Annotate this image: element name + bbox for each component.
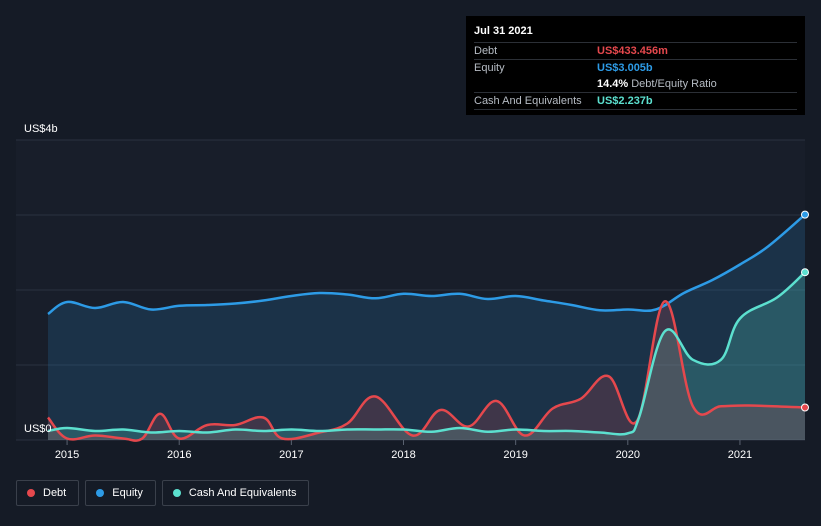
- x-tick-label-2017: 2017: [279, 449, 303, 461]
- tooltip-equity-value: US$3.005b: [597, 62, 653, 74]
- legend: Debt Equity Cash And Equivalents: [16, 480, 310, 506]
- equity-end-marker: [801, 210, 809, 219]
- series-lines: [47, 213, 806, 442]
- tooltip-row-equity: Equity US$3.005b: [474, 59, 797, 76]
- cash-and-equivalents-area: [48, 272, 805, 440]
- x-tick-label-2015: 2015: [55, 449, 79, 461]
- y-axis-top-label: US$4b: [24, 123, 58, 135]
- legend-item-equity[interactable]: Equity: [85, 480, 156, 506]
- legend-cash-label: Cash And Equivalents: [188, 487, 297, 499]
- x-tick-label-2016: 2016: [167, 449, 191, 461]
- tooltip-ratio-spacer: [474, 76, 597, 92]
- tooltip-ratio-value: 14.4%: [597, 78, 629, 90]
- tooltip-row-ratio: 14.4% Debt/Equity Ratio: [474, 76, 797, 92]
- x-axis-ticks: 2015 2016 2017 2018 2019 2020 2021: [55, 440, 752, 461]
- debt-end-marker: [801, 403, 809, 412]
- tooltip-row-cash: Cash And Equivalents US$2.237b: [474, 92, 797, 110]
- tooltip-panel: Jul 31 2021 Debt US$433.456m Equity US$3…: [466, 16, 805, 115]
- tooltip-row-debt: Debt US$433.456m: [474, 42, 797, 59]
- y-axis-bottom-label: US$0: [24, 423, 52, 435]
- debt-dot-icon: [27, 489, 35, 497]
- cash-and-equivalents-end-marker: [801, 268, 809, 277]
- legend-item-cash[interactable]: Cash And Equivalents: [161, 480, 310, 506]
- debt-line: [47, 300, 806, 442]
- grid-lines: [16, 139, 805, 441]
- x-tick-label-2020: 2020: [616, 449, 640, 461]
- tooltip-cash-label: Cash And Equivalents: [474, 95, 582, 107]
- tooltip-equity-label: Equity: [474, 62, 505, 74]
- x-tick-label-2021: 2021: [728, 449, 752, 461]
- debt-area: [48, 301, 805, 441]
- equity-line: [47, 213, 806, 316]
- tooltip-debt-value: US$433.456m: [597, 45, 668, 57]
- legend-equity-label: Equity: [112, 487, 143, 499]
- x-tick-label-2019: 2019: [503, 449, 527, 461]
- tooltip-ratio-label: Debt/Equity Ratio: [631, 78, 717, 90]
- cash-and-equivalents-line: [47, 271, 806, 436]
- cash-dot-icon: [172, 489, 181, 497]
- equity-dot-icon: [96, 489, 105, 497]
- tooltip-debt-label: Debt: [474, 45, 498, 57]
- series-markers: [801, 210, 809, 412]
- tooltip-date: Jul 31 2021: [474, 25, 533, 37]
- x-tick-label-2018: 2018: [391, 449, 415, 461]
- legend-debt-label: Debt: [43, 487, 67, 499]
- tooltip-cash-value: US$2.237b: [597, 95, 653, 107]
- legend-item-debt[interactable]: Debt: [16, 480, 80, 506]
